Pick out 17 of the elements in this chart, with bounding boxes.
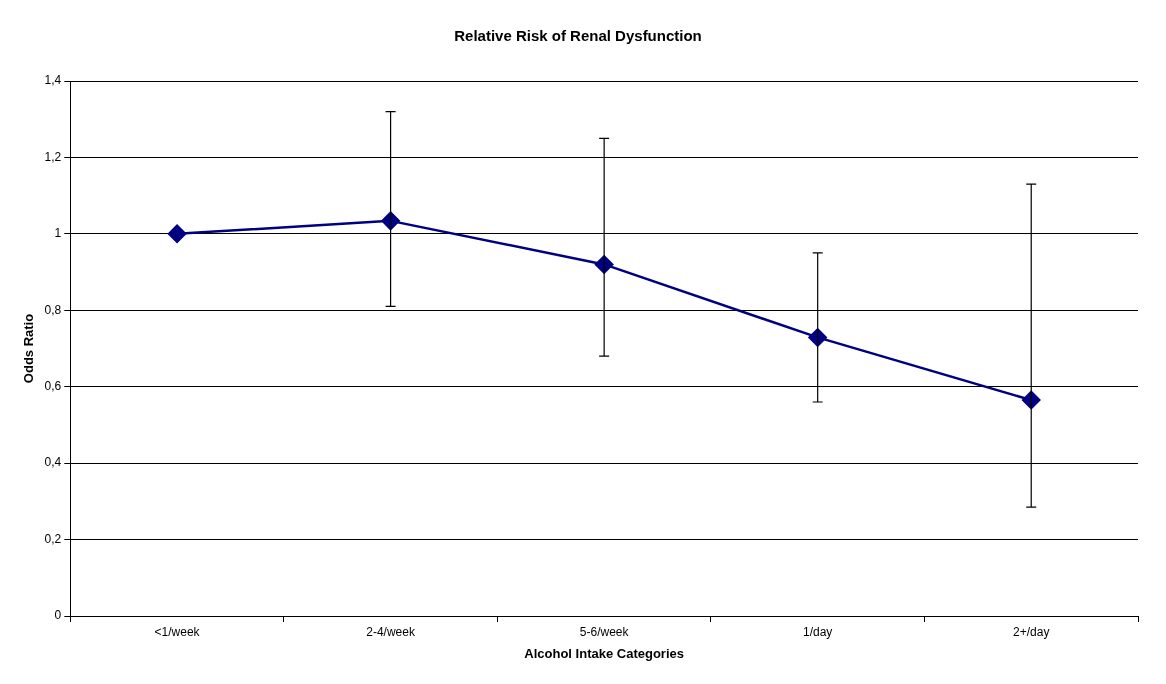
y-tick-label: 0,4 (44, 455, 62, 470)
y-tick-label: 1,2 (44, 149, 62, 164)
x-tick-label: 2-4/week (366, 624, 416, 639)
y-tick-label: 0,8 (44, 302, 62, 317)
x-tick-label: 2+/day (1013, 624, 1050, 639)
chart-title: Relative Risk of Renal Dysfunction (454, 27, 702, 45)
y-tick-label: 0,2 (44, 531, 62, 546)
y-tick-label: 0,6 (44, 379, 62, 394)
x-tick-label: 5-6/week (579, 624, 630, 639)
x-axis-title: Alcohol Intake Categories (524, 645, 684, 661)
y-tick-label: 0 (54, 608, 62, 623)
x-tick-label: 1/day (803, 624, 833, 639)
y-tick-label: 1,4 (44, 73, 62, 88)
point (167, 224, 187, 244)
y-axis-title: Odds Ratio (21, 313, 37, 384)
x-tick-label: <1/week (154, 624, 201, 639)
y-tick-label: 1 (54, 226, 62, 241)
